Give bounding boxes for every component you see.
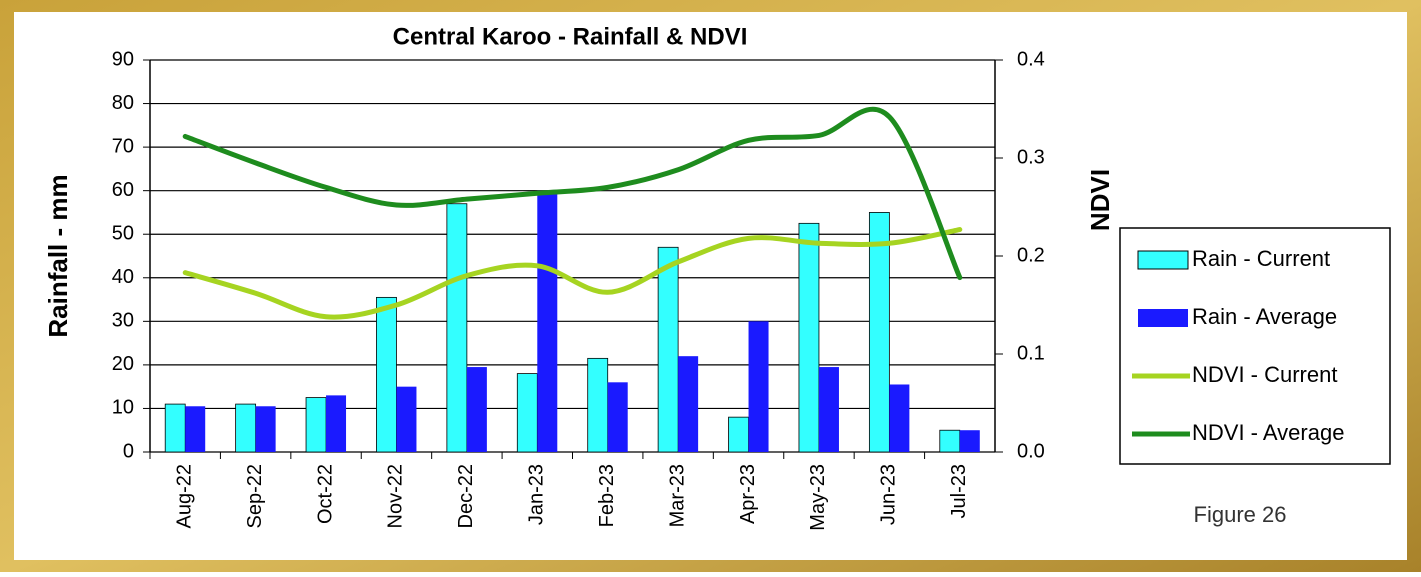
y2-tick-label: 0.0 xyxy=(1017,440,1045,462)
bar xyxy=(396,386,417,452)
line xyxy=(182,227,963,320)
bar xyxy=(607,382,628,452)
y2-tick-label: 0.3 xyxy=(1017,146,1045,168)
y2-axis-label: NDVI xyxy=(1085,169,1115,231)
legend-label: NDVI - Average xyxy=(1192,420,1344,445)
bar xyxy=(537,190,558,452)
bar xyxy=(255,406,276,452)
y2-tick-label: 0.1 xyxy=(1017,342,1045,364)
legend-label: NDVI - Current xyxy=(1192,362,1337,387)
y-tick-label: 10 xyxy=(112,397,134,419)
bar xyxy=(587,357,609,453)
bar xyxy=(516,373,538,453)
x-tick-label: Feb-23 xyxy=(596,464,618,527)
annotation: Figure 26 xyxy=(1194,502,1287,527)
x-tick-label: Jan-23 xyxy=(526,464,548,525)
bar xyxy=(818,367,839,452)
y-tick-label: 60 xyxy=(112,179,134,201)
bar xyxy=(305,397,327,453)
legend-swatch xyxy=(1138,309,1188,327)
legend-label: Rain - Current xyxy=(1192,246,1330,271)
bar xyxy=(376,296,397,453)
bar xyxy=(748,321,769,452)
x-tick-label: Nov-22 xyxy=(385,464,407,528)
y-tick-label: 80 xyxy=(112,92,134,114)
bar xyxy=(466,367,487,452)
y-tick-label: 50 xyxy=(112,223,134,245)
bar xyxy=(889,384,910,452)
bar xyxy=(868,212,890,453)
y-tick-label: 20 xyxy=(112,353,134,375)
bar xyxy=(185,406,206,452)
y-tick-label: 40 xyxy=(112,266,134,288)
bar xyxy=(939,429,961,453)
bar xyxy=(657,246,679,453)
y2-tick-label: 0.2 xyxy=(1017,244,1045,266)
line xyxy=(182,106,963,281)
bar xyxy=(728,416,749,453)
x-tick-label: Dec-22 xyxy=(455,464,477,528)
y-tick-label: 30 xyxy=(112,310,134,332)
y-axis-label: Rainfall - mm xyxy=(43,174,73,337)
y-tick-label: 0 xyxy=(123,440,134,462)
bar xyxy=(164,403,186,453)
x-tick-label: Jul-23 xyxy=(948,464,970,518)
x-tick-label: May-23 xyxy=(807,464,829,531)
x-tick-label: Apr-23 xyxy=(737,464,759,524)
y-tick-label: 90 xyxy=(112,48,134,70)
bar xyxy=(678,356,699,452)
y2-tick-label: 0.4 xyxy=(1017,48,1045,70)
x-tick-label: Oct-22 xyxy=(314,464,336,524)
bar xyxy=(446,203,468,453)
x-tick-label: Mar-23 xyxy=(666,464,688,527)
x-tick-label: Jun-23 xyxy=(878,464,900,525)
y-tick-label: 70 xyxy=(112,135,134,157)
bar xyxy=(798,222,820,453)
x-tick-label: Aug-22 xyxy=(173,464,195,529)
chart-title: Central Karoo - Rainfall & NDVI xyxy=(393,23,748,50)
legend-swatch xyxy=(1137,250,1189,270)
bar xyxy=(235,403,257,453)
bar xyxy=(326,395,347,452)
x-tick-label: Sep-22 xyxy=(244,464,266,529)
bar xyxy=(959,430,980,452)
legend-label: Rain - Average xyxy=(1192,304,1337,329)
